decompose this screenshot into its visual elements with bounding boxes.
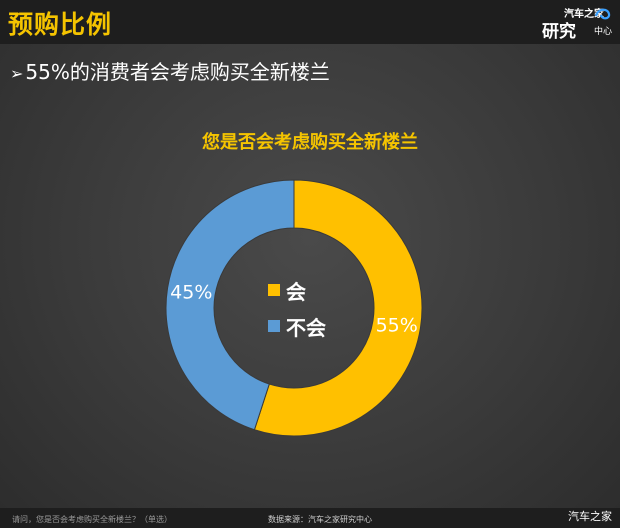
- legend-label-yes: 会: [286, 279, 306, 304]
- data-label-no: 45%: [170, 282, 212, 304]
- headline: ➢ 55%的消费者会考虑购买全新楼兰: [10, 56, 330, 85]
- bullet-arrow-icon: ➢: [10, 64, 24, 83]
- headline-text: 55%的消费者会考虑购买全新楼兰: [25, 60, 330, 84]
- legend-swatch-no: [268, 320, 280, 332]
- logo-text-sub: 中心: [593, 27, 612, 37]
- survey-question: 请问，您是否会考虑购买全新楼兰？（单选）: [12, 515, 172, 524]
- logo-text-top: 汽车之家: [564, 9, 604, 20]
- data-label-yes: 55%: [376, 314, 418, 336]
- legend-item-yes: 会: [268, 278, 326, 304]
- chart-title: 您是否会考虑购买全新楼兰: [202, 132, 418, 153]
- legend: 会 不会: [268, 278, 326, 350]
- data-source: 数据来源：汽车之家研究中心: [268, 515, 372, 524]
- page-title: 预购比例: [8, 10, 113, 39]
- footer-bar: 请问，您是否会考虑购买全新楼兰？（单选） 数据来源：汽车之家研究中心: [0, 508, 620, 528]
- logo-swirl-icon: [594, 8, 611, 20]
- watermark: 汽车之家: [568, 510, 612, 523]
- slice-no: [165, 179, 295, 431]
- header-bar: 预购比例 汽车之家 研究 中心: [0, 0, 620, 44]
- logo-text-main: 研究: [542, 22, 576, 42]
- research-center-logo: 汽车之家 研究 中心: [540, 2, 614, 42]
- legend-item-no: 不会: [268, 314, 326, 340]
- legend-swatch-yes: [268, 284, 280, 296]
- legend-label-no: 不会: [286, 315, 326, 340]
- slice-yes: [253, 179, 423, 437]
